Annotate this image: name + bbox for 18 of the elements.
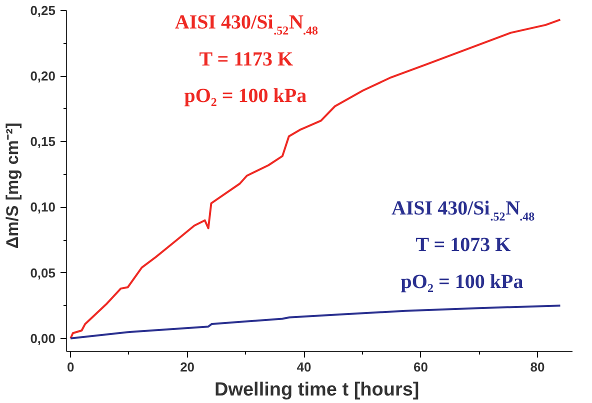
y-tick-label: 0,05	[30, 265, 56, 280]
y-tick-label: 0,25	[30, 3, 56, 18]
x-tick-label: 20	[180, 360, 195, 374]
line-series	[70, 304, 562, 340]
x-axis-title: Dwelling time t [hours]	[214, 380, 420, 400]
x-tick-label: 60	[414, 360, 428, 374]
y-tick-label: 0,15	[30, 134, 56, 150]
y-axis-title: Δm/S [mg cm⁻²]	[3, 122, 22, 249]
annotation: T = 1073 K	[416, 234, 512, 256]
x-tick-label: 40	[296, 360, 312, 374]
y-tick-label: 0,20	[30, 68, 56, 84]
x-tick-label: 80	[530, 360, 545, 374]
annotation: T = 1173 K	[199, 48, 294, 70]
y-tick-label: 0,00	[30, 330, 56, 346]
x-tick-label: 0	[66, 360, 74, 374]
annotation: pO₂ = 100 kPa	[184, 85, 307, 108]
y-tick-label: 0,10	[30, 200, 56, 215]
annotation: pO₂ = 100 kPa	[400, 270, 524, 293]
